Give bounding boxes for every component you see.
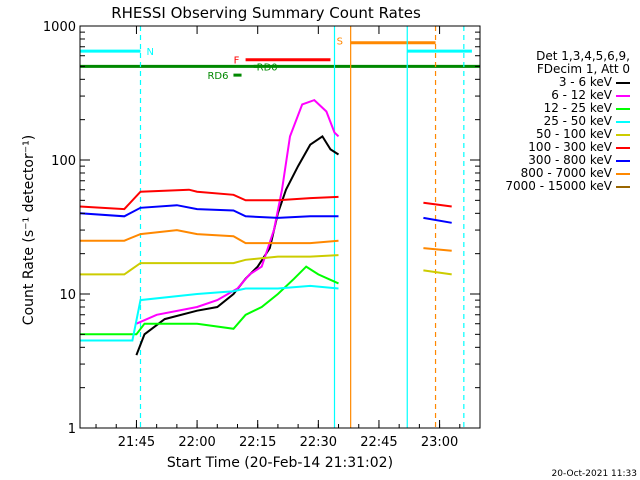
series-line-5-0 — [79, 188, 339, 211]
timestamp: 20-Oct-2021 11:33 — [552, 469, 637, 479]
x-tick-label-4: 22:45 — [360, 435, 397, 450]
series-line-7-1 — [423, 247, 452, 252]
y-axis-label: Count Rate (s⁻¹ detector⁻¹) — [21, 135, 37, 325]
legend-label: 3 - 6 keV — [558, 75, 612, 89]
x-tick-label-3: 22:30 — [300, 435, 337, 450]
legend-entry-2: 12 - 25 keV — [544, 102, 630, 115]
series-line-5-1 — [423, 201, 452, 208]
legend-swatch — [616, 146, 630, 149]
plot-area: NSFRD0RD621:4522:0022:1522:3022:4523:001… — [43, 20, 481, 450]
y-tick-label-0: 1 — [68, 422, 76, 437]
x-tick-label-1: 22:00 — [178, 435, 215, 450]
legend-header-0: Det 1,3,4,5,6,9, — [536, 49, 630, 63]
series-line-7-0 — [79, 229, 339, 245]
legend-swatch — [616, 172, 630, 175]
series-line-6-1 — [423, 216, 452, 224]
series-line-1-0 — [135, 98, 340, 325]
legend-label: 800 - 7000 keV — [520, 166, 612, 180]
legend-entry-7: 800 - 7000 keV — [521, 167, 630, 180]
legend-swatch — [616, 159, 630, 162]
legend-label: 7000 - 15000 keV — [505, 179, 612, 193]
y-tick-label-1: 10 — [59, 288, 76, 303]
x-tick-label-0: 21:45 — [118, 435, 155, 450]
legend-label: 300 - 800 keV — [528, 153, 612, 167]
x-tick-label-5: 23:00 — [421, 435, 458, 450]
legend-swatch — [616, 107, 630, 110]
legend-label: 12 - 25 keV — [543, 101, 612, 115]
legend-header-1: FDecim 1, Att 0 — [536, 62, 630, 76]
legend-entry-0: 3 - 6 keV — [559, 76, 630, 89]
series-line-4-0 — [79, 254, 339, 276]
series-line-0-0 — [135, 134, 340, 356]
legend-swatch — [616, 94, 630, 97]
annotation-label-5: RD6 — [207, 71, 228, 82]
legend-entry-1: 6 - 12 keV — [551, 89, 630, 102]
legend-label: 100 - 300 keV — [528, 140, 612, 154]
legend-label: 50 - 100 keV — [535, 127, 612, 141]
x-axis-label: Start Time (20-Feb-14 21:31:02) — [167, 455, 393, 471]
series-line-3-0 — [79, 284, 339, 342]
legend-swatch — [616, 185, 630, 188]
chart-title: RHESSI Observing Summary Count Rates — [111, 4, 421, 22]
legend-entry-6: 300 - 800 keV — [528, 154, 630, 167]
legend-entry-8: 7000 - 15000 keV — [505, 180, 630, 193]
legend-swatch — [616, 120, 630, 123]
annotation-label-0: N — [146, 47, 153, 58]
legend-swatch — [616, 81, 630, 84]
annotation-label-3: F — [234, 56, 240, 67]
legend-entry-4: 50 - 100 keV — [536, 128, 630, 141]
legend-entry-5: 100 - 300 keV — [528, 141, 630, 154]
series-line-6-0 — [79, 204, 339, 219]
plot-frame — [79, 25, 481, 429]
y-tick-label-2: 100 — [51, 154, 76, 169]
annotation-label-2: S — [337, 37, 343, 48]
y-tick-label-3: 1000 — [43, 20, 76, 35]
x-tick-label-2: 22:15 — [239, 435, 276, 450]
legend-label: 6 - 12 keV — [551, 88, 612, 102]
legend-swatch — [616, 133, 630, 136]
series-line-4-1 — [423, 269, 452, 276]
legend-label: 25 - 50 keV — [543, 114, 612, 128]
legend-entry-3: 25 - 50 keV — [544, 115, 630, 128]
series-line-2-0 — [79, 265, 339, 336]
